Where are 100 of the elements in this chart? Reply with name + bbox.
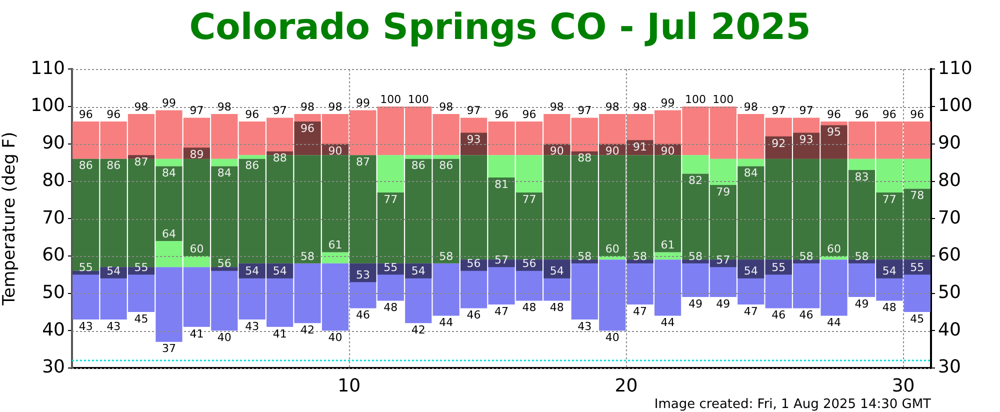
annotation: 82	[688, 174, 702, 188]
bar	[211, 158, 238, 166]
x-tick-label: 30	[892, 375, 915, 396]
annotation: 86	[106, 159, 121, 172]
annotation: 84	[162, 166, 176, 180]
annotation: 87	[134, 155, 148, 168]
annotation: 54	[245, 264, 260, 278]
data-label: 47	[744, 304, 758, 318]
y-tick-label: 80	[42, 170, 65, 191]
data-label: 98	[550, 100, 564, 114]
data-label: 96	[854, 108, 869, 121]
bar	[322, 252, 349, 264]
data-label: 96	[522, 108, 536, 121]
data-label: 98	[134, 100, 148, 114]
annotation: 55	[910, 260, 924, 274]
data-label: 99	[660, 96, 675, 110]
annotation: 86	[245, 159, 260, 172]
annotation: 58	[300, 250, 315, 263]
data-label: 99	[162, 96, 176, 110]
data-label: 42	[411, 324, 426, 337]
data-label: 96	[245, 108, 260, 121]
data-label: 96	[827, 108, 842, 121]
annotation: 81	[494, 178, 508, 191]
data-label: 45	[134, 312, 148, 326]
bar	[654, 252, 682, 260]
data-label: 46	[356, 308, 370, 322]
annotation: 78	[910, 189, 924, 202]
annotation: 58	[799, 250, 814, 263]
data-label: 45	[910, 312, 924, 326]
annotation: 55	[384, 260, 398, 274]
annotation: 55	[772, 260, 786, 274]
annotation: 95	[827, 126, 842, 139]
y-tick-label: 110	[30, 58, 65, 79]
data-label: 98	[633, 100, 648, 114]
annotation: 90	[660, 144, 675, 158]
annotation: 77	[384, 192, 398, 206]
annotation: 90	[328, 144, 342, 158]
data-label: 49	[688, 297, 702, 310]
annotation: 60	[827, 242, 842, 256]
annotation: 90	[550, 144, 564, 158]
data-label: 48	[882, 301, 896, 314]
annotation: 86	[439, 159, 454, 172]
data-label: 43	[245, 320, 260, 333]
data-label: 97	[772, 104, 786, 118]
data-label: 98	[217, 100, 232, 114]
data-label: 97	[190, 104, 204, 118]
annotation: 84	[744, 166, 758, 180]
data-label: 96	[494, 108, 508, 121]
data-label: 46	[799, 308, 814, 322]
annotation: 77	[522, 192, 536, 206]
data-label: 96	[78, 108, 93, 121]
annotation: 93	[799, 133, 814, 146]
data-label: 100	[380, 92, 402, 106]
data-label: 44	[439, 316, 454, 330]
bar	[238, 155, 266, 159]
y2-tick-label: 40	[938, 319, 961, 340]
annotation: 58	[633, 250, 648, 263]
bar	[626, 260, 654, 264]
y-tick-label: 40	[42, 319, 65, 340]
y2-tick-label: 50	[938, 282, 961, 303]
x-tick-label: 10	[338, 375, 361, 396]
annotation: 60	[605, 242, 620, 256]
data-label: 98	[300, 100, 315, 114]
annotation: 53	[356, 268, 370, 282]
data-label: 99	[356, 96, 370, 110]
annotation: 61	[660, 238, 675, 252]
annotation: 58	[439, 250, 454, 263]
annotation: 90	[605, 144, 620, 158]
annotation: 56	[466, 257, 481, 270]
y-tick-label: 60	[42, 244, 65, 266]
annotation: 86	[411, 159, 426, 172]
data-label: 47	[633, 304, 648, 318]
data-label: 44	[660, 316, 675, 330]
y-tick-label: 100	[30, 95, 65, 116]
annotation: 61	[328, 238, 342, 252]
data-label: 43	[578, 320, 592, 333]
text: Image created: Fri, 1 Aug 2025 14:30 GMT	[654, 396, 932, 412]
annotation: 88	[578, 152, 592, 165]
y-tick-label: 70	[42, 207, 65, 228]
data-label: 40	[605, 331, 620, 344]
y-tick-label: 30	[42, 356, 65, 378]
data-label: 40	[328, 331, 342, 344]
annotation: 92	[772, 136, 786, 150]
data-label: 48	[384, 301, 398, 314]
data-label: 44	[827, 316, 842, 330]
data-label: 42	[300, 324, 315, 337]
annotation: 54	[882, 264, 896, 278]
y2-tick-label: 30	[938, 356, 961, 378]
annotation: 55	[78, 260, 93, 274]
annotation: 56	[217, 257, 232, 270]
data-label: 97	[272, 104, 287, 118]
data-label: 97	[578, 104, 592, 118]
data-label: 98	[439, 100, 454, 114]
data-label: 97	[466, 104, 481, 118]
annotation: 83	[854, 170, 869, 184]
annotation: 60	[190, 242, 204, 256]
annotation: 77	[882, 192, 896, 206]
x-tick-label: 20	[614, 375, 638, 396]
annotation: 54	[411, 264, 426, 278]
annotation: 89	[190, 148, 204, 161]
